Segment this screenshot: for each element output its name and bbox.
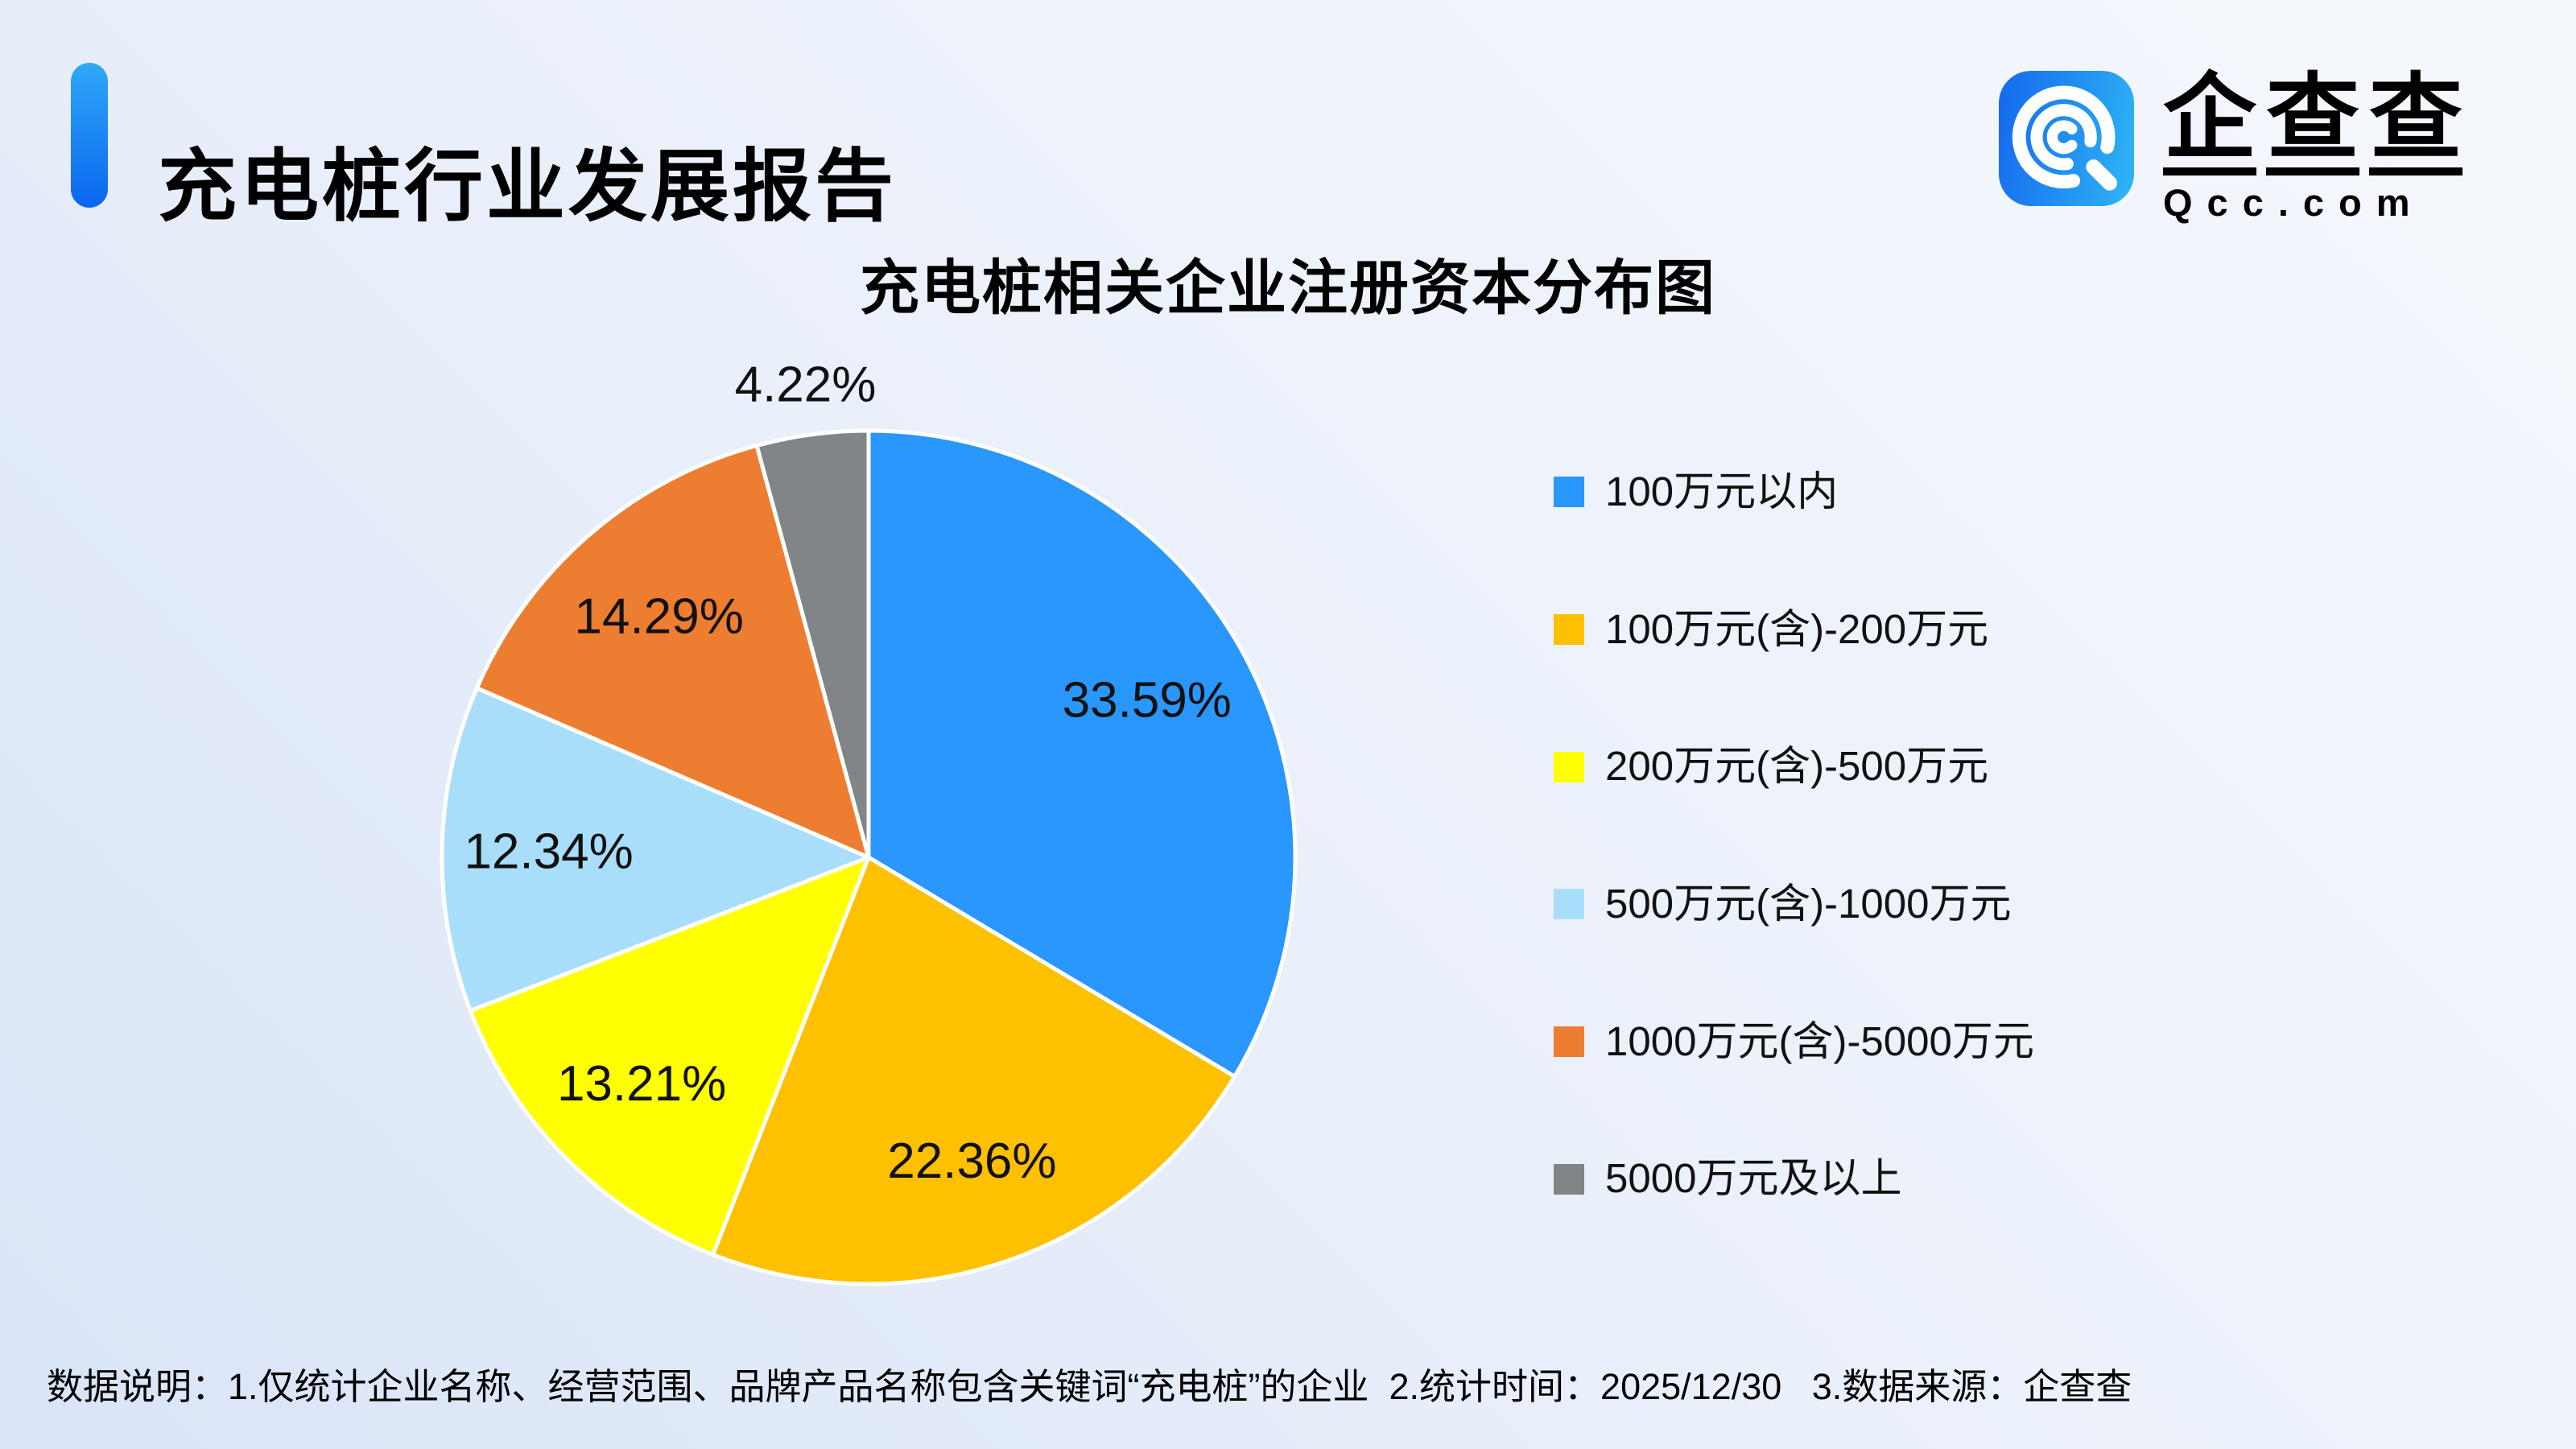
footer-note: 数据说明：1.仅统计企业名称、经营范围、品牌产品名称包含关键词“充电桩”的企业 …	[47, 1366, 2132, 1407]
pie-slice-1	[711, 855, 1237, 1286]
qcc-domain: Qcc.com	[2163, 181, 2425, 224]
qcc-logo-icon	[1999, 71, 2134, 206]
chart-legend: 100万元以内 100万元(含)-200万元 200万元(含)-500万元 500万元…	[1554, 469, 2034, 1203]
qcc-brand-char-0: 企	[2163, 71, 2256, 175]
legend-swatch-icon	[1554, 889, 1584, 920]
pie-label-4: 14.29%	[575, 588, 744, 644]
qcc-brand-char-1: 查	[2266, 71, 2359, 175]
qcc-q-mark-icon	[2012, 85, 2117, 191]
pie-label-0: 33.59%	[1063, 673, 1232, 729]
pie-slice-0	[866, 428, 1298, 1079]
qcc-logo: 企查查 Qcc.com	[1999, 71, 2472, 221]
legend-label: 200万元(含)-500万元	[1605, 743, 1989, 790]
legend-swatch-icon	[1554, 477, 1584, 508]
legend-label: 100万元以内	[1605, 469, 1839, 514]
qcc-logo-text: 企查查 Qcc.com	[2163, 71, 2472, 221]
pie-slice-2	[468, 855, 871, 1257]
qcc-brand-name: 企查查	[2163, 71, 2472, 175]
legend-swatch-icon	[1554, 1026, 1584, 1057]
pie-label-3: 12.34%	[464, 824, 633, 880]
page-title: 充电桩行业发展报告	[158, 141, 898, 230]
pie-label-5: 4.22%	[735, 357, 877, 412]
legend-swatch-icon	[1554, 613, 1584, 645]
legend-swatch-icon	[1554, 1163, 1584, 1195]
pie-slice-5	[754, 428, 871, 860]
legend-label: 500万元(含)-1000万元	[1605, 880, 2012, 927]
pie-chart-area: 33.59% 22.36% 13.21% 12.34% 14.29% 4.22%	[305, 294, 1432, 1421]
pie-slice-3	[440, 686, 871, 1013]
pie-slice-4	[475, 444, 871, 860]
legend-item-1: 100万元(含)-200万元	[1554, 606, 2034, 654]
legend-label: 5000万元及以上	[1605, 1155, 1902, 1202]
qcc-brand-char-2: 查	[2369, 71, 2462, 175]
pie-label-2: 13.21%	[557, 1056, 726, 1112]
pie-chart: 33.59% 22.36% 13.21% 12.34% 14.29% 4.22%	[440, 357, 1298, 1286]
legend-label: 100万元(含)-200万元	[1605, 605, 1989, 652]
legend-label: 1000万元(含)-5000万元	[1605, 1018, 2034, 1064]
chart-title: 充电桩相关企业注册资本分布图	[860, 254, 1716, 321]
legend-swatch-icon	[1554, 751, 1584, 782]
title-accent-bar	[71, 63, 108, 208]
legend-item-0: 100万元以内	[1554, 469, 2034, 516]
legend-item-4: 1000万元(含)-5000万元	[1554, 1018, 2034, 1066]
legend-item-2: 200万元(含)-500万元	[1554, 743, 2034, 791]
legend-item-3: 500万元(含)-1000万元	[1554, 881, 2034, 928]
legend-item-5: 5000万元及以上	[1554, 1155, 2034, 1203]
pie-label-1: 22.36%	[887, 1133, 1056, 1189]
